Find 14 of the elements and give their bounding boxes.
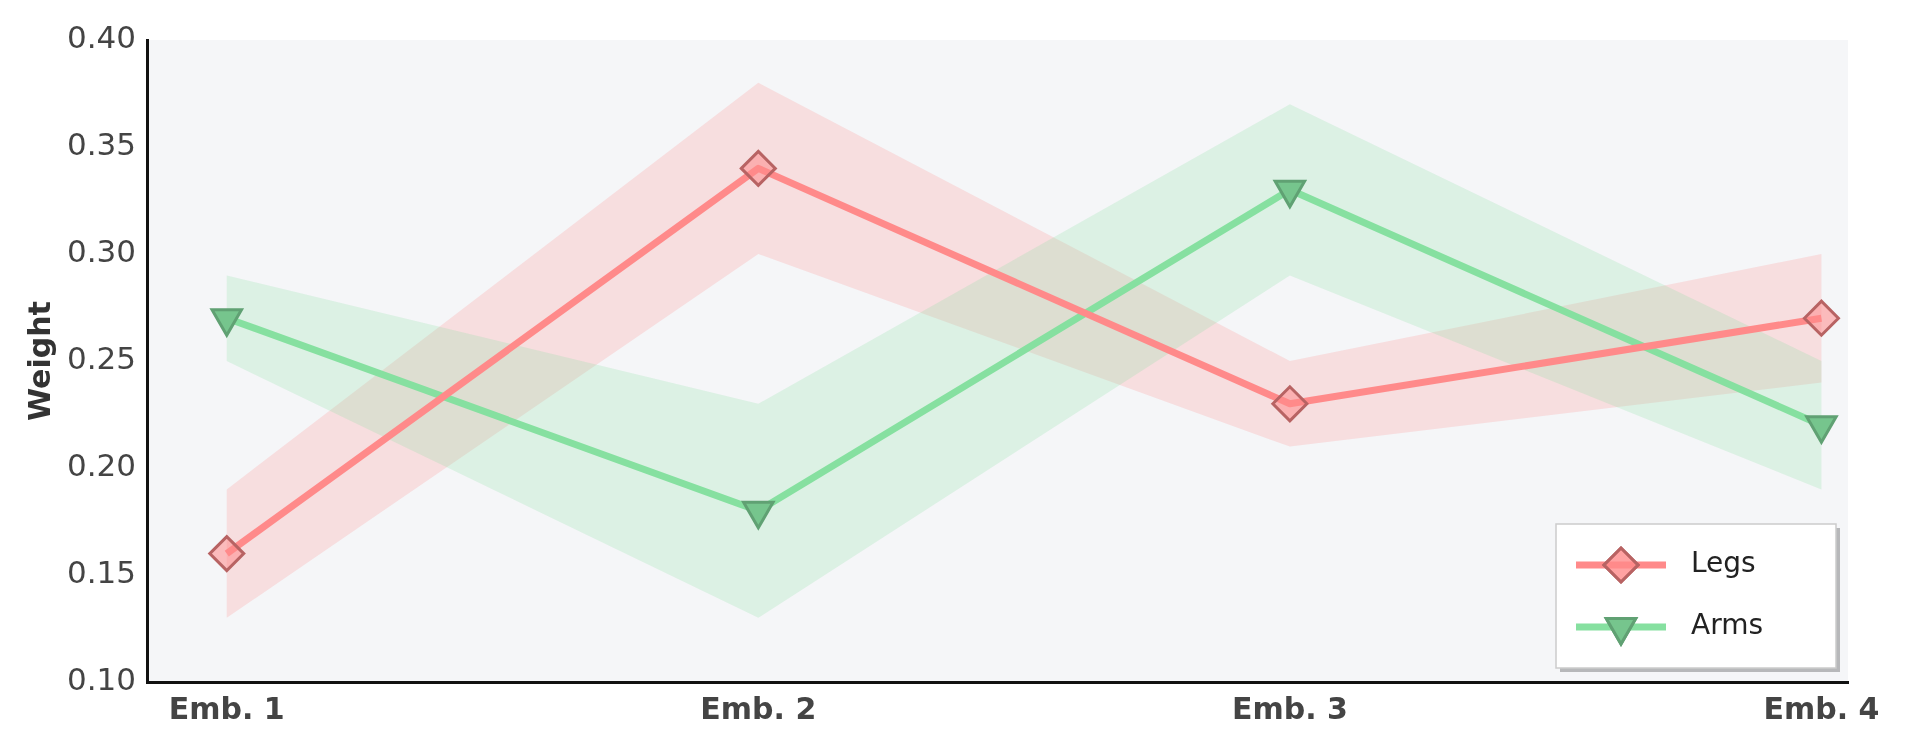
y-tick-label: 0.15 (66, 554, 137, 591)
y-tick-label: 0.25 (66, 340, 137, 377)
x-tick-label: Emb. 1 (168, 690, 285, 726)
legend-label: Arms (1691, 608, 1764, 642)
y-tick-label: 0.30 (66, 233, 137, 270)
y-axis-title: Weight (21, 301, 57, 421)
y-tick-label: 0.10 (66, 661, 137, 698)
x-tick-label: Emb. 3 (1231, 690, 1348, 726)
legend-label: Legs (1691, 546, 1756, 580)
x-tick-label: Emb. 2 (700, 690, 817, 726)
y-tick-label: 0.20 (66, 447, 137, 484)
x-tick-label: Emb. 4 (1763, 690, 1880, 726)
y-tick-label: 0.35 (66, 126, 137, 163)
y-tick-label: 0.40 (66, 19, 137, 56)
